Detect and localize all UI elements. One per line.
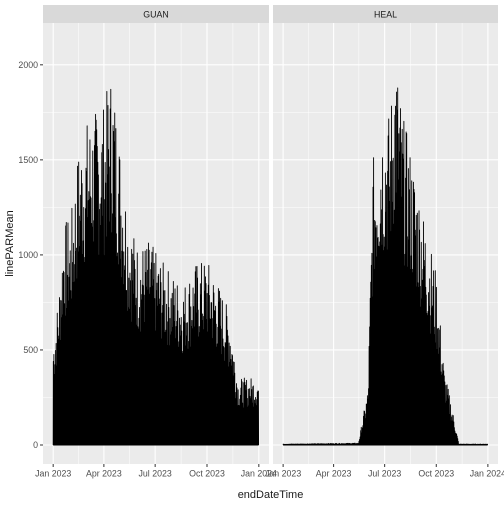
x-tick-label: Apr 2023 — [86, 469, 122, 479]
x-tick-label: Jan 2024 — [241, 469, 277, 479]
series-line-heal — [282, 87, 489, 446]
x-tick-label: Jul 2023 — [368, 469, 401, 479]
series-line-guan — [52, 88, 260, 446]
y-axis-title: linePARMean — [4, 210, 16, 276]
panel-heal: HEAL Jan 2023 Apr 2023 Jul 2023 Oct 2023 Jan … — [265, 5, 504, 479]
facet-strip — [43, 5, 269, 23]
facet-strip-label: HEAL — [374, 10, 397, 20]
y-tick-label: 2000 — [18, 60, 38, 70]
x-tick-label: Oct 2023 — [189, 469, 225, 479]
facet-strip-label: GUAN — [143, 10, 168, 20]
x-tick-label: Oct 2023 — [418, 469, 454, 479]
x-tick-label: Jan 2024 — [470, 469, 504, 479]
y-tick-label: 500 — [23, 345, 38, 355]
panel-guan: GUAN Jan 2023 Apr 2023 Jul 2023 Oct 2023 Jan … — [35, 5, 277, 479]
x-tick-label: Apr 2023 — [316, 469, 352, 479]
facet-strip — [273, 5, 498, 23]
x-axis-title: endDateTime — [238, 489, 304, 501]
y-tick-label: 1500 — [18, 155, 38, 165]
x-tick-label: Jan 2023 — [265, 469, 301, 479]
x-tick-label: Jul 2023 — [139, 469, 172, 479]
x-tick-label: Jan 2023 — [35, 469, 71, 479]
y-tick-label: 1000 — [18, 250, 38, 260]
y-tick-label: 0 — [33, 440, 38, 450]
